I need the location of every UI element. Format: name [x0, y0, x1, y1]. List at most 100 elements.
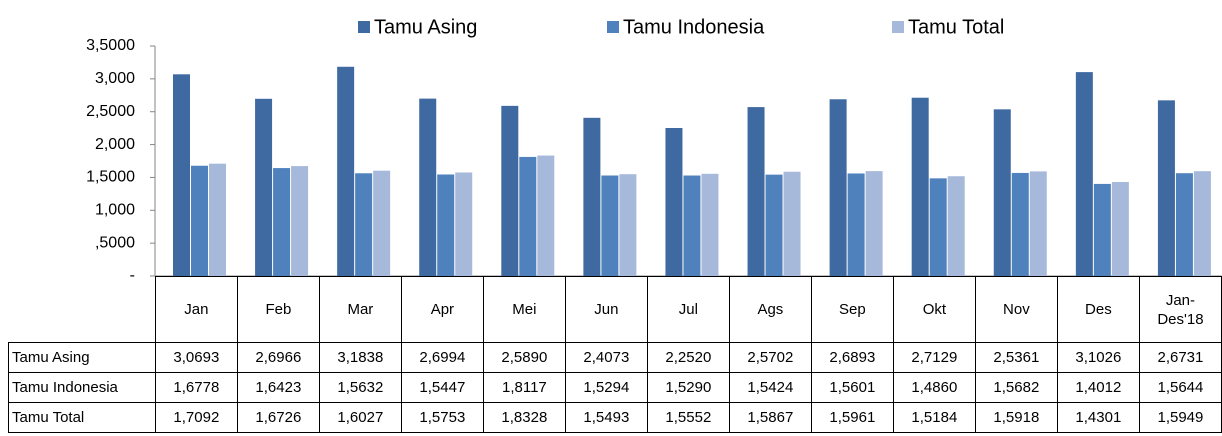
category-cell: Feb	[236, 276, 320, 343]
value-cell: 1,5961	[810, 402, 894, 433]
bar	[993, 109, 1011, 276]
bar	[419, 98, 437, 276]
value-cell: 3,0693	[154, 342, 238, 373]
x-tick-label: Jul	[678, 301, 698, 318]
category-cell: Mei	[482, 276, 566, 343]
value-cell: 2,5890	[482, 342, 566, 373]
bar	[519, 156, 537, 276]
value-cell: 1,5493	[564, 402, 648, 433]
x-tick-label: Nov	[1003, 301, 1030, 318]
value-cell: 1,5601	[810, 372, 894, 403]
bar	[1011, 172, 1029, 276]
bar	[865, 171, 883, 276]
x-tick-label: Mar	[347, 301, 374, 318]
y-tick-label: 1,000	[95, 202, 135, 219]
value-cell: 1,4301	[1056, 402, 1140, 433]
value-cell: 1,6726	[236, 402, 320, 433]
bar	[601, 175, 619, 276]
value-cell: 1,5632	[318, 372, 402, 403]
x-tick-label: Sep	[839, 301, 866, 318]
value-cell: 2,5702	[728, 342, 812, 373]
legend-label: Tamu Indonesia	[623, 16, 765, 38]
bar	[1193, 171, 1211, 276]
legend-swatch	[358, 21, 370, 33]
value-cell: 1,5424	[728, 372, 812, 403]
x-tick-label: Ags	[757, 301, 784, 318]
value-cell: 2,5361	[974, 342, 1058, 373]
category-cell: Mar	[318, 276, 402, 343]
category-cell: Jan	[154, 276, 238, 343]
legend-swatch	[607, 21, 619, 33]
y-tick-label: 1,5000	[86, 169, 135, 186]
bar	[847, 173, 865, 276]
x-tick-label: Okt	[922, 301, 947, 318]
category-cell: Nov	[974, 276, 1058, 343]
x-tick-label: Jun	[594, 301, 619, 318]
value-cell: 2,4073	[564, 342, 648, 373]
bar	[1157, 100, 1175, 276]
value-cell: 1,5290	[646, 372, 730, 403]
y-tick-label: ,5000	[95, 234, 135, 251]
x-tick-label: Des	[1085, 301, 1112, 318]
bar	[747, 107, 765, 277]
bar	[255, 98, 273, 276]
category-cell: Jun	[564, 276, 648, 343]
value-cell: 1,5644	[1138, 372, 1222, 403]
value-cell: 3,1838	[318, 342, 402, 373]
bar	[209, 163, 226, 276]
x-tick-label: Apr	[430, 301, 455, 318]
bar	[947, 176, 965, 276]
value-cell: 2,6994	[400, 342, 484, 373]
bar	[1175, 173, 1193, 276]
category-cell: Sep	[810, 276, 894, 343]
value-cell: 1,5682	[974, 372, 1058, 403]
value-cell: 1,5949	[1138, 402, 1222, 433]
value-cell: 1,6423	[236, 372, 320, 403]
value-cell: 1,7092	[154, 402, 238, 433]
legend-label: Tamu Asing	[374, 16, 477, 38]
y-tick-label: 2,000	[95, 136, 135, 153]
bar	[783, 171, 801, 276]
category-cell: Ags	[728, 276, 812, 343]
row-label: Tamu Asing	[8, 342, 156, 373]
legend-swatch	[892, 21, 904, 33]
bar	[355, 173, 373, 276]
bar	[911, 97, 929, 276]
category-cell: Des	[1056, 276, 1140, 343]
legend-label: Tamu Total	[908, 16, 1004, 38]
value-cell: 2,7129	[892, 342, 976, 373]
bar	[291, 166, 309, 276]
bar	[373, 170, 391, 276]
value-cell: 2,6966	[236, 342, 320, 373]
category-cell: Jul	[646, 276, 730, 343]
x-tick-label: Jan-Des'18	[1157, 291, 1204, 328]
value-cell: 1,8328	[482, 402, 566, 433]
value-cell: 1,6027	[318, 402, 402, 433]
value-cell: 1,4860	[892, 372, 976, 403]
series-row: Tamu Asing 3,0693 2,6966 3,1838 2,6994 2,5890…	[8, 342, 1222, 373]
value-cell: 1,5447	[400, 372, 484, 403]
y-tick-label: 2,5000	[86, 103, 135, 120]
value-cell: 1,8117	[482, 372, 566, 403]
value-cell: 2,6731	[1138, 342, 1222, 373]
bar	[501, 105, 519, 276]
bar	[701, 173, 719, 276]
value-cell: 1,5294	[564, 372, 648, 403]
value-cell: 1,5184	[892, 402, 976, 433]
bar	[1029, 171, 1047, 276]
category-cell: Okt	[892, 276, 976, 343]
category-cell: Apr	[400, 276, 484, 343]
bar	[929, 178, 947, 276]
data-table: Jan Feb Mar Apr Mei Jun Jul Ags Sep Okt Nov Des Jan-…	[8, 276, 1222, 433]
value-cell: 1,5918	[974, 402, 1058, 433]
bar	[273, 168, 291, 276]
value-cell: 3,1026	[1056, 342, 1140, 373]
y-tick-label: 3,5000	[86, 37, 135, 54]
bar	[1075, 72, 1093, 276]
row-label: Tamu Indonesia	[8, 372, 156, 403]
value-cell: 1,6778	[154, 372, 238, 403]
bar	[1093, 183, 1111, 276]
row-label: Tamu Total	[8, 402, 156, 433]
value-cell: 1,5753	[400, 402, 484, 433]
